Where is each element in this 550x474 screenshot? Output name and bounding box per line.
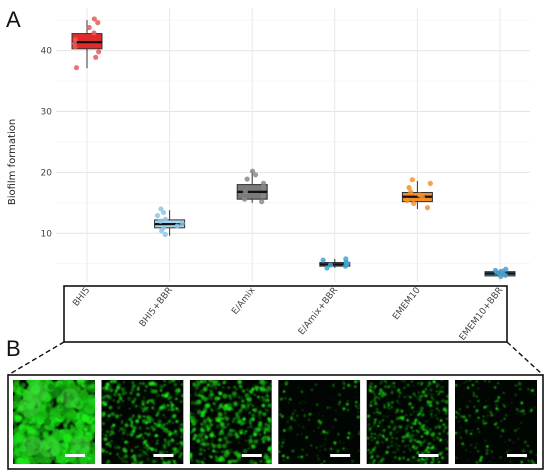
data-point — [260, 185, 266, 191]
data-point — [93, 54, 99, 60]
x-tick-label: BHI5 — [71, 286, 92, 309]
data-point — [406, 185, 412, 191]
micrograph-bhi5 — [13, 380, 95, 464]
data-point — [260, 180, 267, 186]
x-tick-label: BHI5+BBR — [138, 286, 175, 330]
data-point — [252, 172, 259, 178]
micrograph-frame — [7, 374, 544, 470]
x-tick-label: EMEM10+BBR — [458, 286, 506, 343]
zoom-line-right — [506, 341, 544, 376]
micrograph-signal — [189, 380, 272, 464]
box-group — [484, 266, 516, 280]
scale-bar — [418, 454, 439, 457]
micrograph-panels — [13, 380, 537, 464]
plot-grid — [56, 8, 530, 282]
data-point — [343, 256, 349, 262]
scale-bar — [65, 454, 85, 457]
micrograph-e-amix — [189, 380, 272, 464]
data-point — [324, 265, 330, 271]
data-point — [95, 20, 101, 26]
data-point — [158, 206, 164, 212]
data-point — [249, 168, 256, 174]
data-point — [427, 180, 433, 186]
data-point — [96, 49, 102, 55]
x-label-frame — [63, 285, 508, 343]
y-tick-label: 30 — [41, 108, 53, 118]
micrograph-signal — [278, 380, 361, 464]
box-group — [71, 16, 103, 71]
data-point — [154, 213, 161, 219]
y-tick-label: 10 — [41, 229, 53, 239]
x-tick-label: E/Amix — [230, 285, 258, 316]
data-point — [174, 223, 180, 229]
y-axis: 10 20 30 40 — [41, 47, 53, 240]
data-point — [86, 24, 92, 31]
data-point — [179, 220, 185, 227]
box-group — [154, 206, 186, 238]
data-point — [244, 176, 250, 182]
data-point — [492, 267, 499, 274]
micrograph-signal — [366, 380, 449, 464]
box-group — [319, 256, 351, 271]
data-point — [259, 199, 265, 205]
box-plots — [71, 16, 516, 280]
micrograph-signal — [455, 380, 537, 464]
data-point — [160, 209, 167, 216]
box-group — [236, 168, 268, 205]
data-point — [408, 189, 414, 195]
data-point — [91, 16, 97, 22]
x-tick-label: EMEM10 — [391, 285, 423, 322]
data-point — [416, 192, 423, 198]
data-point — [260, 193, 266, 199]
data-point — [327, 262, 334, 268]
y-axis-title: Biofilm formation — [7, 119, 18, 205]
data-point — [160, 225, 167, 231]
scale-bar — [153, 454, 174, 457]
micrograph-bhi5-bbr — [101, 380, 184, 464]
x-tick-label: E/Amix+BBR — [297, 286, 340, 338]
scale-bar — [241, 454, 262, 457]
data-point — [72, 37, 78, 43]
data-point — [242, 189, 249, 195]
zoom-line-left — [7, 341, 65, 376]
data-point — [424, 205, 431, 211]
data-point — [404, 197, 410, 204]
box-group — [401, 177, 433, 211]
data-point — [162, 231, 168, 238]
data-point — [503, 266, 509, 272]
data-point — [73, 65, 80, 71]
data-point — [162, 216, 169, 222]
panel-b-letter: B — [6, 336, 21, 361]
data-point — [91, 30, 97, 36]
data-point — [157, 218, 164, 224]
scale-bar — [330, 454, 351, 457]
micrograph-e-amix-bbr — [278, 380, 361, 464]
x-axis-labels: BHI5 BHI5+BBR E/Amix E/Amix+BBR EMEM10 EMEM10… — [71, 285, 505, 343]
micrograph-emem10 — [366, 380, 449, 464]
data-point — [411, 200, 417, 207]
panel-a-letter: A — [6, 7, 21, 32]
data-point — [242, 196, 248, 202]
micrograph-emem10-bbr — [455, 380, 537, 464]
y-tick-label: 40 — [41, 47, 53, 57]
micrograph-signal — [101, 380, 184, 464]
data-point — [320, 257, 326, 263]
micrograph-signal — [13, 380, 95, 464]
scale-bar — [507, 454, 527, 457]
data-point — [409, 177, 415, 183]
y-tick-label: 20 — [41, 168, 53, 178]
